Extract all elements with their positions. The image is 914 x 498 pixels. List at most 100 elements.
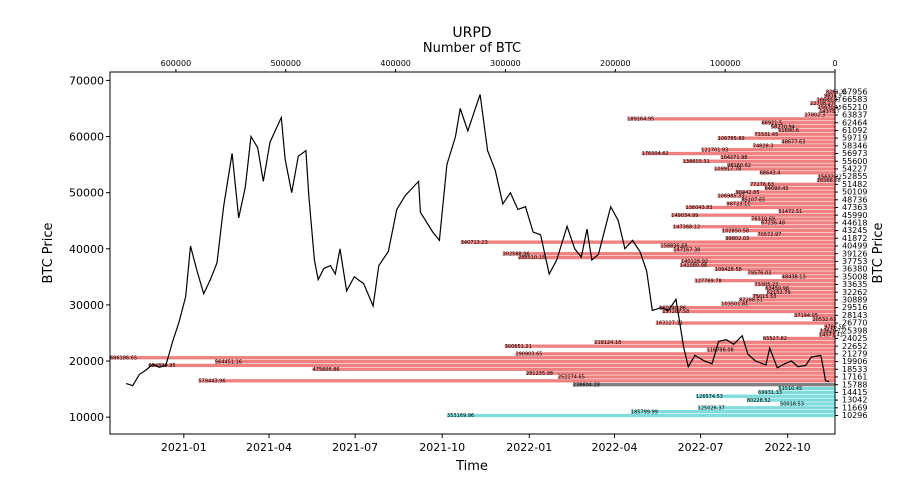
urpd-bar-label: 189164.95 bbox=[627, 117, 654, 123]
urpd-bar-below bbox=[780, 402, 835, 406]
right-tick-label: 61092 bbox=[842, 126, 867, 135]
x-tick-label: 2021-10 bbox=[419, 441, 465, 454]
urpd-bar-label: 300651.21 bbox=[505, 344, 532, 350]
top-tick-label: 500000 bbox=[270, 59, 301, 68]
urpd-bar-label: 281235.98 bbox=[526, 371, 553, 377]
urpd-bar bbox=[820, 329, 835, 333]
right-tick-label: 17161 bbox=[842, 373, 867, 382]
urpd-bar bbox=[725, 236, 835, 240]
right-tick-label: 50109 bbox=[842, 188, 867, 197]
urpd-bar bbox=[673, 248, 835, 252]
urpd-bar bbox=[817, 174, 835, 179]
urpd-bar-label: 87288.51 bbox=[739, 298, 763, 304]
btc-price-line bbox=[125, 94, 830, 387]
urpd-bar bbox=[662, 309, 835, 314]
x-tick-label: 2021-01 bbox=[161, 441, 207, 454]
urpd-bar-label: 37194.05 bbox=[794, 313, 818, 319]
right-tick-label: 44618 bbox=[842, 218, 867, 227]
urpd-bar-label: 290903.65 bbox=[515, 352, 542, 358]
urpd-bar bbox=[750, 182, 835, 186]
urpd-bar bbox=[812, 317, 835, 321]
urpd-bar bbox=[660, 244, 835, 248]
urpd-bar-label: 51690.6 bbox=[778, 128, 799, 134]
right-tick-label: 11669 bbox=[842, 403, 867, 412]
urpd-bar-label: 121701.93 bbox=[701, 147, 728, 153]
urpd-bar-label: 48438.13 bbox=[782, 275, 806, 281]
urpd-bar-below bbox=[746, 398, 835, 402]
urpd-bar bbox=[824, 94, 835, 98]
urpd-bar-below bbox=[758, 390, 835, 395]
urpd-bar-label: 15632.22 bbox=[818, 174, 842, 180]
urpd-bar bbox=[720, 155, 835, 160]
right-tick-label: 14415 bbox=[842, 388, 867, 397]
urpd-bar-label: 163127.11 bbox=[656, 321, 683, 327]
urpd-bar bbox=[659, 305, 835, 310]
right-tick-label: 55600 bbox=[842, 157, 867, 166]
urpd-bar-label: 73331.45 bbox=[754, 132, 778, 138]
x-tick-label: 2021-07 bbox=[332, 441, 378, 454]
urpd-bar-below-label: 353169.96 bbox=[447, 413, 474, 419]
urpd-bar-label: 73305.23 bbox=[754, 282, 778, 288]
urpd-bar-label: 67236.48 bbox=[761, 221, 785, 227]
urpd-bar-below bbox=[695, 394, 835, 398]
urpd-bar bbox=[739, 298, 835, 302]
urpd-bar-label: 62152.79 bbox=[767, 290, 791, 296]
y-tick-label: 30000 bbox=[69, 299, 104, 312]
x-tick-label: 2022-07 bbox=[678, 441, 724, 454]
right-tick-label: 35008 bbox=[842, 272, 867, 281]
right-tick-label: 62464 bbox=[842, 118, 867, 127]
urpd-bar-label: 252274.65 bbox=[558, 375, 585, 381]
right-tick-label: 43245 bbox=[842, 226, 867, 235]
urpd-bar-label: 149034.99 bbox=[671, 213, 698, 219]
urpd-bar-below bbox=[447, 413, 835, 418]
top-tick-label: 0 bbox=[832, 59, 837, 68]
urpd-bar bbox=[818, 332, 835, 337]
urpd-bar-label: 106985.33 bbox=[717, 194, 744, 200]
urpd-bar-label: 64090.43 bbox=[765, 186, 789, 192]
y-axis-label: BTC Price bbox=[41, 222, 56, 283]
right-tick-label: 58346 bbox=[842, 141, 867, 150]
right-tick-label: 13042 bbox=[842, 396, 867, 405]
urpd-bar-label: 104271.98 bbox=[720, 155, 747, 161]
right-tick-label: 66583 bbox=[842, 95, 867, 104]
urpd-bar-current bbox=[572, 383, 835, 387]
right-tick-label: 45990 bbox=[842, 211, 867, 220]
right-tick-label: 24025 bbox=[842, 334, 867, 343]
right-tick-label: 40499 bbox=[842, 242, 867, 251]
urpd-bar-label: 14571.41 bbox=[819, 332, 843, 338]
y-tick-label: 20000 bbox=[69, 355, 104, 368]
urpd-bar-label: 85107.65 bbox=[742, 197, 766, 203]
urpd-bar-label: 63450.96 bbox=[765, 286, 789, 292]
urpd-bar bbox=[778, 128, 835, 133]
urpd-bar-label: 27802.3 bbox=[804, 113, 825, 119]
urpd-bar bbox=[312, 367, 835, 371]
urpd-bar bbox=[816, 178, 835, 183]
urpd-bar-label: 127769.78 bbox=[695, 278, 722, 284]
urpd-bar-label: 109917.78 bbox=[714, 167, 741, 173]
urpd-bar-label: 66921.5 bbox=[761, 120, 782, 126]
urpd-bar-label: 160140.86 bbox=[659, 305, 686, 311]
urpd-bar-label: 16680.83 bbox=[817, 97, 841, 103]
top-axis-label: Number of BTC bbox=[423, 41, 521, 56]
urpd-bar-label: 98723.11 bbox=[727, 201, 751, 207]
urpd-bar bbox=[714, 167, 835, 171]
urpd-bar bbox=[752, 144, 835, 148]
urpd-bar-label: 99802.03 bbox=[725, 236, 749, 242]
urpd-bar bbox=[781, 140, 835, 144]
urpd-bar bbox=[673, 225, 835, 229]
urpd-bar-label: 109428.58 bbox=[715, 267, 742, 273]
urpd-bar bbox=[804, 113, 835, 117]
urpd-bar-below-label: 126574.53 bbox=[696, 394, 723, 400]
urpd-bar bbox=[761, 121, 835, 125]
urpd-bar-label: 686186.65 bbox=[110, 355, 137, 361]
urpd-bar-current-label: 238604.28 bbox=[573, 382, 600, 388]
urpd-bar bbox=[727, 163, 835, 167]
top-tick-label: 600000 bbox=[161, 59, 192, 68]
urpd-bar bbox=[726, 201, 835, 206]
right-tick-label: 28143 bbox=[842, 311, 867, 320]
urpd-bar bbox=[761, 221, 835, 225]
y-tick-label: 60000 bbox=[69, 131, 104, 144]
urpd-bar-label: 8261.32 bbox=[826, 90, 847, 96]
urpd-bar bbox=[770, 124, 835, 129]
urpd-bar bbox=[754, 282, 835, 287]
